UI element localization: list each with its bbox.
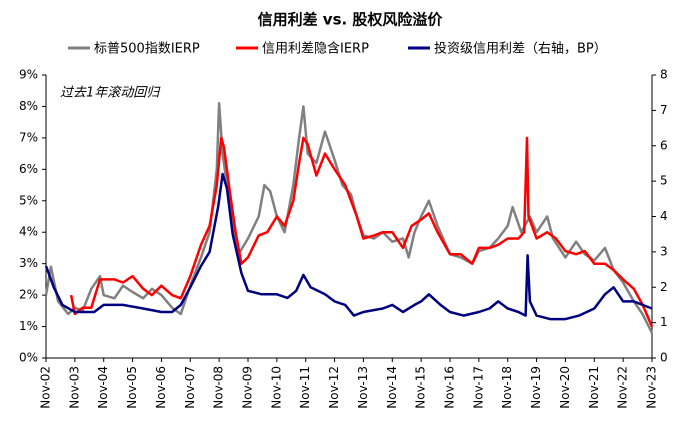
y2-tick-label: 8 xyxy=(660,68,668,82)
y2-tick-label: 6 xyxy=(660,138,668,152)
x-tick-label: Nov-08 xyxy=(212,366,226,409)
y2-tick-label: 7 xyxy=(660,103,668,117)
x-tick-label: Nov-22 xyxy=(616,366,630,409)
y-tick-label: 6% xyxy=(19,162,38,176)
x-tick-label: Nov-02 xyxy=(39,366,53,409)
x-tick-label: Nov-05 xyxy=(125,366,139,409)
annotation: 过去1年滚动回归 xyxy=(60,86,161,101)
x-tick-label: Nov-13 xyxy=(356,366,370,409)
series-line xyxy=(69,136,654,328)
legend-label: 标普500指数IERP xyxy=(94,42,200,57)
x-tick-label: Nov-14 xyxy=(385,366,399,409)
x-tick-label: Nov-20 xyxy=(558,366,572,409)
x-tick-label: Nov-17 xyxy=(471,366,485,409)
x-tick-label: Nov-23 xyxy=(645,366,659,409)
series-line xyxy=(44,102,654,334)
x-tick-label: Nov-04 xyxy=(96,366,110,409)
y-tick-label: 5% xyxy=(19,193,38,207)
x-tick-label: Nov-18 xyxy=(500,366,514,409)
x-tick-label: Nov-19 xyxy=(529,366,543,409)
y-tick-label: 2% xyxy=(19,288,38,302)
x-tick-label: Nov-03 xyxy=(67,366,81,409)
x-tick-label: Nov-15 xyxy=(414,366,428,409)
x-tick-label: Nov-07 xyxy=(183,366,197,409)
y2-tick-label: 0 xyxy=(660,351,668,365)
y2-tick-label: 1 xyxy=(660,315,668,329)
y-tick-label: 7% xyxy=(19,130,38,144)
y2-tick-label: 5 xyxy=(660,174,668,188)
x-tick-label: Nov-12 xyxy=(327,366,341,409)
y-tick-label: 8% xyxy=(19,99,38,113)
y-tick-label: 0% xyxy=(19,351,38,365)
series-line xyxy=(44,172,653,321)
x-tick-label: Nov-21 xyxy=(587,366,601,409)
x-tick-label: Nov-06 xyxy=(154,366,168,409)
y-tick-label: 9% xyxy=(19,68,38,82)
y2-tick-label: 2 xyxy=(660,280,668,294)
x-tick-label: Nov-09 xyxy=(241,366,255,409)
y2-tick-label: 3 xyxy=(660,244,668,258)
y2-tick-label: 4 xyxy=(660,209,668,223)
y-tick-label: 3% xyxy=(19,256,38,270)
x-tick-label: Nov-16 xyxy=(443,366,457,409)
legend-label: 信用利差隐含IERP xyxy=(262,41,369,57)
legend-label: 投资级信用利差（右轴，BP） xyxy=(434,41,607,57)
x-tick-label: Nov-10 xyxy=(269,366,283,409)
y-tick-label: 4% xyxy=(19,225,38,239)
x-tick-label: Nov-11 xyxy=(298,366,312,409)
chart-title: 信用利差 vs. 股权风险溢价 xyxy=(258,11,444,29)
y-tick-label: 1% xyxy=(19,319,38,333)
